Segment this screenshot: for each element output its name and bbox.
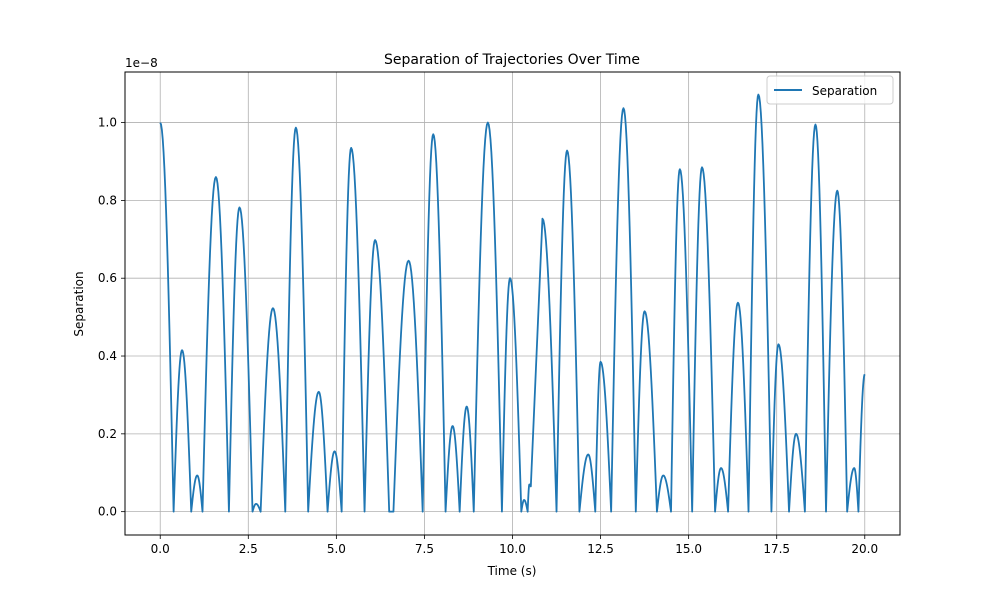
y-tick-label: 0.0 [98, 505, 117, 519]
y-tick-label: 1.0 [98, 116, 117, 130]
chart-title: Separation of Trajectories Over Time [384, 52, 640, 68]
y-tick-label: 0.2 [98, 427, 117, 441]
x-tick-label: 20.0 [851, 542, 878, 556]
legend: Separation [766, 75, 894, 105]
series-line-separation [159, 93, 866, 513]
x-tick-label: 12.5 [587, 542, 614, 556]
plot-area [159, 93, 866, 513]
x-tick-label: 10.0 [499, 542, 526, 556]
legend-box [766, 75, 894, 105]
legend-label: Separation [812, 84, 877, 98]
y-tick-label: 0.8 [98, 193, 117, 207]
x-axis-label: Time (s) [487, 564, 537, 578]
x-tick-label: 5.0 [327, 542, 346, 556]
x-tick-label: 2.5 [239, 542, 258, 556]
y-axis-label: Separation [72, 271, 86, 336]
x-tick-label: 7.5 [415, 542, 434, 556]
y-tick-label: 0.6 [98, 271, 117, 285]
y-offset-label: 1e−8 [125, 56, 158, 70]
y-tick-label: 0.4 [98, 349, 117, 363]
x-tick-label: 17.5 [763, 542, 790, 556]
x-tick-label: 0.0 [151, 542, 170, 556]
x-tick-label: 15.0 [675, 542, 702, 556]
ticks: 0.0 2.5 5.0 7.5 10.0 12.5 15.0 17.5 20.0 0.0 0.2 0.… [98, 116, 878, 556]
